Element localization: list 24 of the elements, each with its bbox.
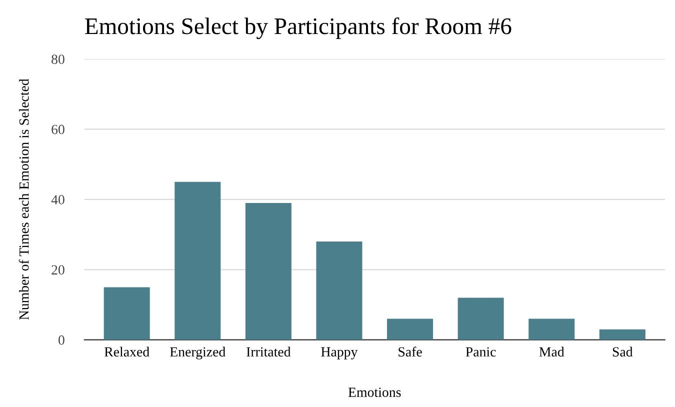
x-tick-label: Safe: [398, 346, 422, 357]
x-tick-label: Sad: [612, 346, 633, 357]
y-tick-label: 80: [52, 54, 64, 64]
bar: [104, 287, 150, 340]
chart-title: Emotions Select by Participants for Room #6: [85, 17, 512, 40]
bar: [316, 242, 362, 340]
bar: [245, 202, 292, 340]
bar: [387, 318, 434, 340]
y-tick-label: 40: [51, 195, 64, 204]
y-tick-label: 20: [52, 265, 64, 275]
x-tick-label: Relaxed: [104, 346, 150, 357]
x-tick-label: Panic: [466, 347, 496, 357]
x-tick-label: Mad: [539, 346, 564, 357]
bar: [599, 329, 646, 340]
y-tick-label: 60: [52, 124, 64, 134]
y-tick-label: 0: [58, 335, 64, 345]
x-tick-label: Happy: [321, 347, 358, 360]
bar: [174, 182, 221, 340]
x-axis-title: Emotions: [348, 388, 401, 397]
bar: [528, 318, 575, 340]
x-tick-label: Energized: [170, 346, 226, 360]
x-tick-label: Irritated: [246, 346, 291, 357]
bar: [458, 298, 504, 340]
y-axis-title: Number of Times each Emotion is Selected: [18, 78, 29, 320]
